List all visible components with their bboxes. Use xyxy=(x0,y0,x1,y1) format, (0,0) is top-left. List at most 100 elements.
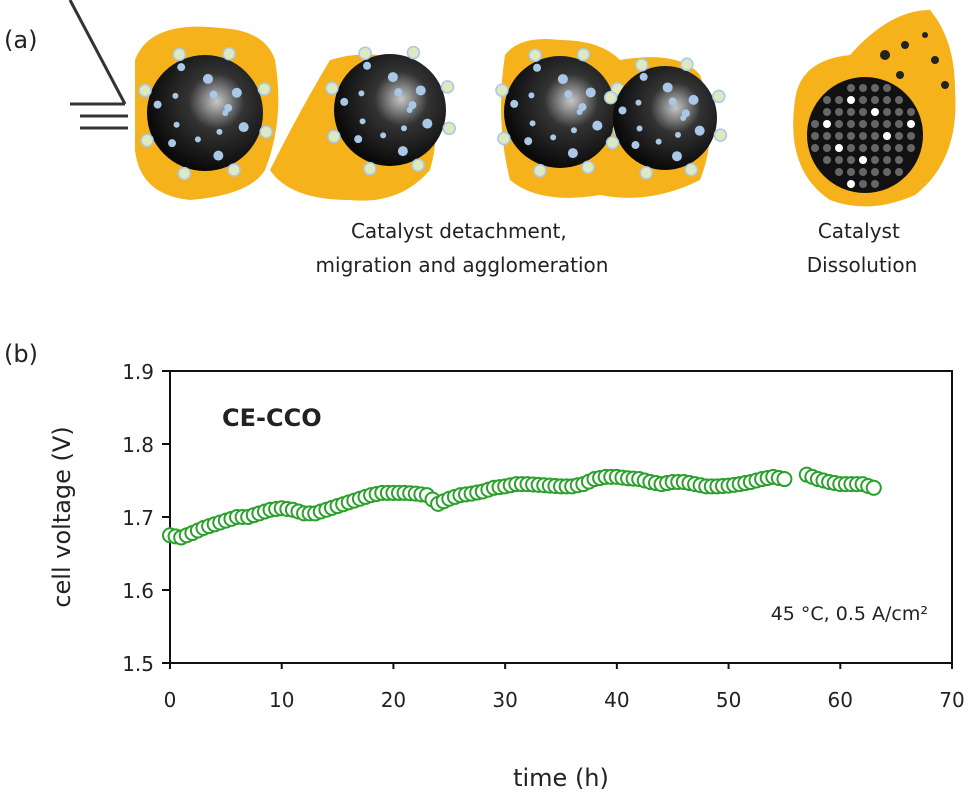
catalyst-nanoparticle xyxy=(177,166,192,181)
catalyst-nanoparticle xyxy=(859,180,867,188)
x-tick-label: 30 xyxy=(492,688,517,712)
catalyst-nanoparticle xyxy=(835,108,843,116)
catalyst-nanoparticle xyxy=(380,132,387,139)
catalyst-nanoparticle xyxy=(883,84,891,92)
catalyst-nanoparticle xyxy=(907,120,915,128)
catalyst-nanoparticle xyxy=(859,156,867,164)
catalyst-nanoparticle xyxy=(823,120,831,128)
catalyst-nanoparticle xyxy=(871,132,879,140)
data-point xyxy=(865,479,882,496)
caption-dissolution: Catalyst Dissolution xyxy=(807,219,918,277)
catalyst-nanoparticle xyxy=(533,63,542,72)
catalyst-nanoparticle xyxy=(635,99,642,106)
catalyst-nanoparticle xyxy=(238,122,249,133)
y-tick-label: 1.8 xyxy=(122,433,154,457)
dissolved-ion xyxy=(901,41,909,49)
y-tick-label: 1.7 xyxy=(122,506,154,530)
dissolved-ion xyxy=(931,56,939,64)
catalyst-nanoparticle xyxy=(564,90,573,99)
catalyst-nanoparticle xyxy=(847,144,855,152)
catalyst-nanoparticle xyxy=(177,63,186,72)
catalyst-nanoparticle xyxy=(883,108,891,116)
catalyst-nanoparticle xyxy=(325,81,339,96)
catalyst-nanoparticle xyxy=(680,57,694,72)
catalyst-nanoparticle xyxy=(567,148,578,159)
catalyst-nanoparticle xyxy=(497,131,511,146)
carbon-particle xyxy=(147,55,263,171)
catalyst-nanoparticle xyxy=(835,132,843,140)
catalyst-nanoparticle xyxy=(847,132,855,140)
catalyst-nanoparticle xyxy=(694,125,705,136)
catalyst-nanoparticle xyxy=(907,144,915,152)
catalyst-nanoparticle xyxy=(533,163,547,178)
catalyst-nanoparticle xyxy=(636,125,643,132)
catalyst-nanoparticle xyxy=(859,84,867,92)
dissolved-ion xyxy=(922,32,928,38)
catalyst-nanoparticle xyxy=(684,162,699,177)
catalyst-nanoparticle xyxy=(557,74,568,85)
catalyst-nanoparticle xyxy=(823,156,831,164)
x-tick-label: 10 xyxy=(269,688,294,712)
panel-a-label: (a) xyxy=(4,26,37,54)
catalyst-nanoparticle xyxy=(327,129,341,144)
catalyst-nanoparticle xyxy=(528,48,542,62)
catalyst-nanoparticle xyxy=(835,120,843,128)
catalyst-nanoparticle xyxy=(359,118,366,125)
catalyst-nanoparticle xyxy=(847,168,855,176)
catalyst-nanoparticle xyxy=(895,120,903,128)
dissolved-ion xyxy=(896,71,904,79)
catalyst-nanoparticle xyxy=(713,128,728,142)
catalyst-nanoparticle xyxy=(202,73,213,84)
catalyst-nanoparticle xyxy=(823,144,831,152)
catalyst-nanoparticle xyxy=(639,166,653,180)
x-tick-label: 50 xyxy=(716,688,741,712)
catalyst-nanoparticle xyxy=(605,136,620,150)
caption-detachment: Catalyst detachment, migration and agglo… xyxy=(316,219,609,277)
carbon-particle xyxy=(334,54,446,166)
catalyst-nanoparticle xyxy=(811,144,819,152)
catalyst-nanoparticle xyxy=(895,168,903,176)
catalyst-nanoparticle xyxy=(883,132,891,140)
catalyst-nanoparticle xyxy=(213,150,224,161)
catalyst-nanoparticle xyxy=(847,180,855,188)
axis-ticks: 0 10 20 30 40 50 60 70 1.5 1.6 1.7 1.8 1.9 xyxy=(122,360,965,712)
catalyst-nanoparticle xyxy=(581,160,595,175)
catalyst-nanoparticle xyxy=(618,106,627,115)
catalyst-nanoparticle xyxy=(227,163,241,177)
x-tick-label: 40 xyxy=(604,688,629,712)
catalyst-nanoparticle xyxy=(631,141,640,150)
catalyst-nanoparticle xyxy=(823,96,831,104)
catalyst-nanoparticle xyxy=(823,132,831,140)
catalyst-nanoparticle xyxy=(883,168,891,176)
catalyst-nanoparticle xyxy=(440,80,455,94)
catalyst-nanoparticle xyxy=(172,92,179,99)
catalyst-nanoparticle xyxy=(835,168,843,176)
x-tick-label: 60 xyxy=(828,688,853,712)
catalyst-nanoparticle xyxy=(871,156,879,164)
catalyst-nanoparticle xyxy=(895,156,903,164)
catalyst-nanoparticle xyxy=(859,132,867,140)
catalyst-nanoparticle xyxy=(895,132,903,140)
catalyst-nanoparticle xyxy=(231,87,242,98)
catalyst-nanoparticle xyxy=(570,127,577,134)
catalyst-nanoparticle xyxy=(442,121,456,136)
panel-b-label: (b) xyxy=(4,340,38,368)
catalyst-nanoparticle xyxy=(883,156,891,164)
catalyst-nanoparticle xyxy=(859,168,867,176)
carbon-particle xyxy=(613,66,717,170)
catalyst-nanoparticle xyxy=(811,132,819,140)
catalyst-nanoparticle xyxy=(674,131,681,138)
catalyst-diagram xyxy=(135,10,956,207)
catalyst-nanoparticle xyxy=(585,87,596,98)
catalyst-nanoparticle xyxy=(835,144,843,152)
catalyst-nanoparticle xyxy=(524,137,533,146)
catalyst-nanoparticle xyxy=(397,146,408,157)
catalyst-nanoparticle xyxy=(671,151,682,162)
y-tick-label: 1.5 xyxy=(122,652,154,676)
y-tick-label: 1.9 xyxy=(122,360,154,384)
catalyst-nanoparticle xyxy=(847,156,855,164)
catalyst-nanoparticle xyxy=(363,61,372,70)
catalyst-nanoparticle xyxy=(603,90,618,105)
dissolved-ion xyxy=(941,81,949,89)
catalyst-nanoparticle xyxy=(655,138,662,145)
